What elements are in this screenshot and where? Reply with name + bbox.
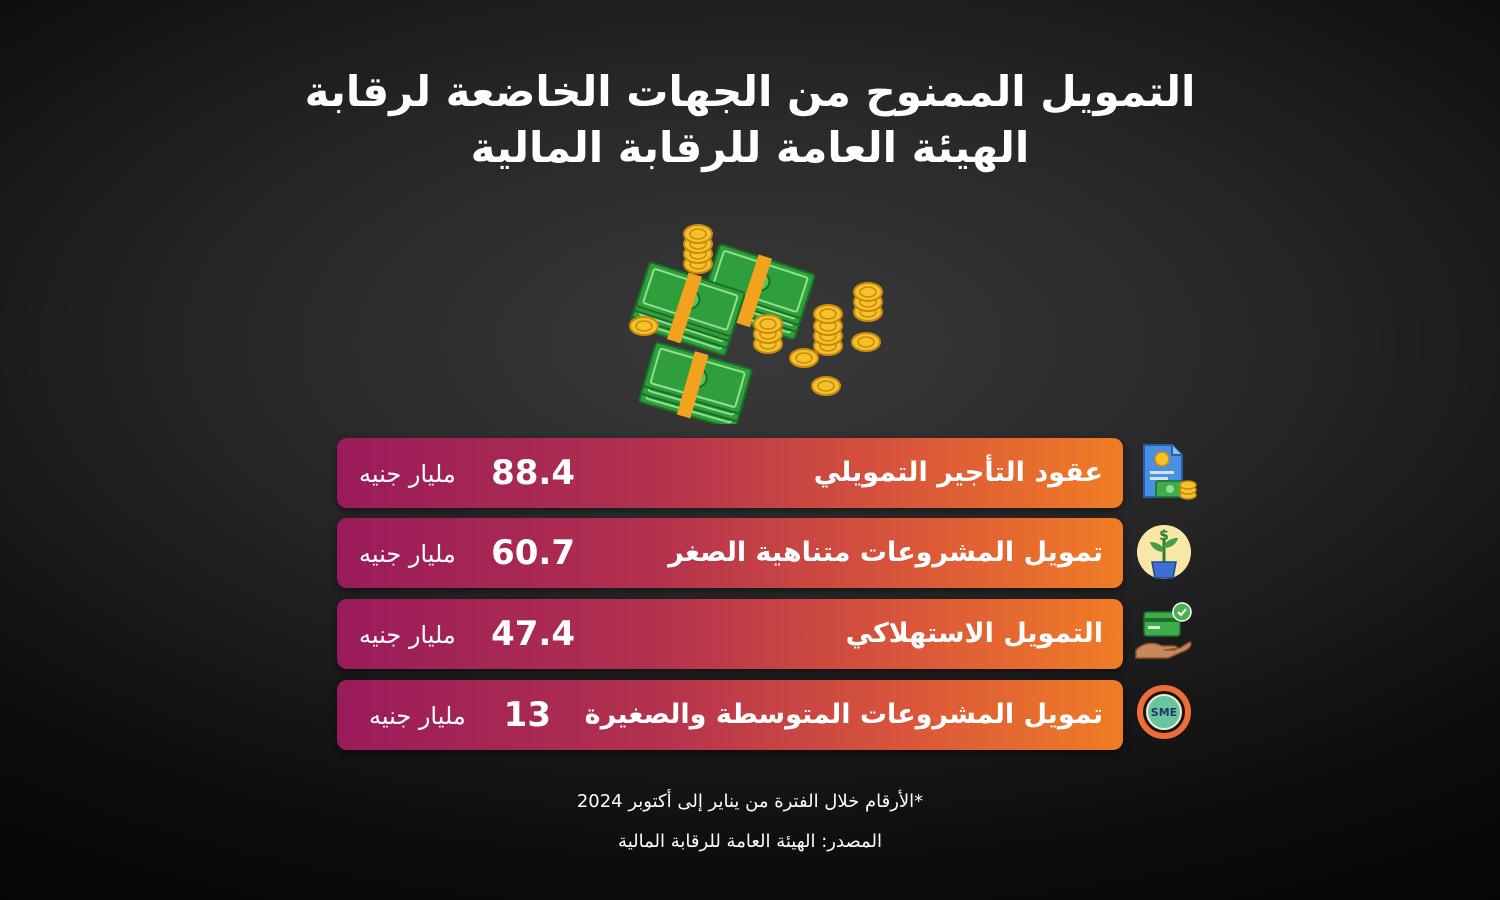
sme-icon: SME — [1137, 685, 1191, 739]
data-row-4: تمويل المشروعات المتوسطة والصغيرة 13 ملي… — [337, 680, 1123, 750]
leasing-contract-icon — [1143, 444, 1197, 500]
row-unit: مليار جنيه — [369, 702, 466, 730]
row-value: 88.4 — [491, 453, 575, 493]
data-row-1: عقود التأجير التمويلي 88.4 مليار جنيه — [337, 438, 1123, 508]
row-label: عقود التأجير التمويلي — [813, 457, 1103, 488]
svg-text:$: $ — [1159, 528, 1169, 544]
source-note: المصدر: الهيئة العامة للرقابة المالية — [618, 831, 882, 852]
row-label: تمويل المشروعات متناهية الصغر — [668, 537, 1103, 568]
period-note: *الأرقام خلال الفترة من يناير إلى أكتوبر… — [576, 791, 924, 812]
data-row-2: تمويل المشروعات متناهية الصغر 60.7 مليار… — [337, 518, 1123, 588]
plant-money-icon: $ — [1137, 525, 1191, 579]
row-value: 47.4 — [491, 614, 575, 654]
row-unit: مليار جنيه — [359, 621, 456, 649]
card-hand-icon — [1135, 602, 1192, 659]
page-title: التمويل الممنوح من الجهات الخاضعة لرقابة… — [0, 64, 1500, 176]
row-value: 13 — [503, 695, 551, 735]
sme-icon-text: SME — [1151, 706, 1177, 719]
title-line-2: الهيئة العامة للرقابة المالية — [470, 123, 1030, 172]
title-line-1: التمويل الممنوح من الجهات الخاضعة لرقابة — [304, 67, 1196, 116]
row-unit: مليار جنيه — [359, 460, 456, 488]
data-row-3: التمويل الاستهلاكي 47.4 مليار جنيه — [337, 599, 1123, 669]
row-label: التمويل الاستهلاكي — [845, 618, 1103, 649]
row-value: 60.7 — [491, 533, 575, 573]
money-stack-icon — [628, 224, 883, 424]
row-unit: مليار جنيه — [359, 540, 456, 568]
row-label: تمويل المشروعات المتوسطة والصغيرة — [584, 699, 1103, 730]
